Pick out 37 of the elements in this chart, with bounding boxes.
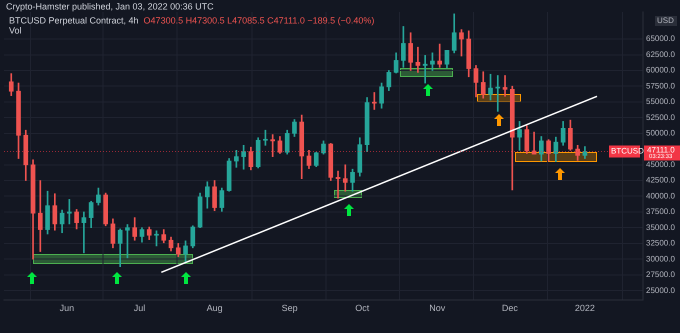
y-tick-label: 35000.0 (646, 222, 676, 232)
y-tick-label: 52500.0 (646, 112, 676, 122)
candlestick (488, 74, 493, 100)
candlestick (430, 52, 435, 71)
x-tick-label: Aug (206, 302, 223, 313)
y-tick-label: 30000.0 (646, 254, 676, 264)
y-tick-label: 25000.0 (646, 286, 676, 295)
candlestick (336, 170, 340, 198)
x-tick-label: Nov (429, 302, 446, 313)
y-tick-label: 50000.0 (646, 128, 676, 138)
y-tick-label: 37500.0 (646, 207, 676, 216)
candlestick (154, 230, 159, 246)
candlestick (502, 75, 508, 97)
text: USD (657, 16, 674, 26)
x-tick-label: Jun (60, 302, 74, 313)
chart-subtitle: BTCUSD Perpetual Contract, 4h (9, 15, 139, 26)
x-tick-label: Jul (134, 302, 146, 313)
y-tick-label: 40000.0 (646, 191, 676, 200)
annotation: O47300.5 H47300.5 L47085.5 C47111.0 −189.5 (−0.40%) (144, 15, 374, 26)
y-tick-label: 65000.0 (646, 34, 676, 44)
candlestick (532, 132, 536, 154)
y-tick-label: 32500.0 (646, 238, 676, 248)
y-tick-label: 45000.0 (646, 160, 676, 170)
x-tick-label: Sep (282, 302, 298, 313)
x-tick-label: Dec (502, 302, 518, 313)
y-tick-label: 42500.0 (646, 176, 676, 185)
x-tick-label: 2022 (574, 302, 595, 313)
y-tick-label: 55000.0 (646, 97, 676, 106)
x-tick-label: Oct (355, 302, 370, 313)
candlestick (125, 224, 130, 258)
y-tick-label: 60000.0 (646, 66, 676, 75)
y-tick-label: 57500.0 (646, 81, 676, 90)
y-tick-label: 62500.0 (646, 50, 676, 59)
y-tick-label: 27500.0 (646, 270, 676, 280)
annotation: Vol (9, 25, 22, 36)
ref-line-label: 47111.0 (647, 146, 676, 155)
chart-title: Crypto-Hamster published, Jan 03, 2022 00:36 UTC (6, 1, 214, 12)
